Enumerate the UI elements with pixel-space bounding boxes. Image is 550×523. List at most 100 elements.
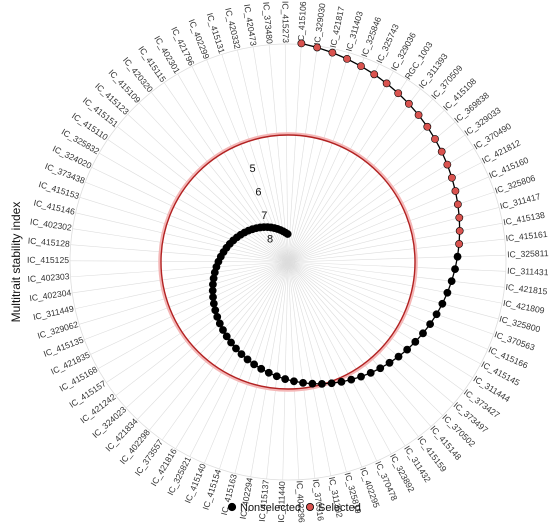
spoke-line: [287, 261, 332, 476]
spoke-line: [284, 44, 289, 263]
spoke-line: [90, 261, 289, 355]
spoke-line: [99, 152, 289, 263]
y-axis-label: Multitrait stability index: [9, 202, 23, 323]
spoke-line: [287, 121, 456, 263]
nonselected-point: [403, 345, 412, 354]
radial-tick-label: 5: [250, 163, 256, 175]
nonselected-point: [447, 277, 456, 286]
spoke-line: [97, 261, 289, 370]
nonselected-point: [453, 252, 462, 261]
spoke-line: [125, 261, 289, 409]
selected-point: [328, 48, 337, 57]
selected-point: [370, 70, 379, 79]
spoke-line: [287, 261, 392, 455]
genotype-label: IC_415137: [257, 479, 271, 522]
spoke-line: [79, 197, 289, 263]
selected-point: [455, 227, 464, 235]
nonselected-point: [394, 352, 403, 361]
selected-point: [394, 89, 403, 98]
spoke-line: [287, 261, 443, 416]
genotype-label: IC_370516: [311, 479, 326, 522]
radial-tick-label: 6: [255, 187, 261, 199]
selected-point: [423, 122, 432, 131]
spoke-line: [287, 261, 488, 350]
nonselected-point: [209, 299, 218, 308]
genotype-label: IC_421815: [505, 282, 548, 297]
nonselected-point: [438, 299, 447, 308]
spoke-line: [287, 261, 406, 447]
spoke-line: [287, 261, 503, 304]
genotype-label: IC_402302: [29, 216, 72, 232]
nonselected-point: [209, 293, 217, 302]
selected-point: [437, 147, 446, 156]
nonselected-point: [385, 358, 394, 367]
nonselected-point: [290, 377, 298, 386]
spoke-line: [70, 261, 289, 278]
spoke-line: [287, 98, 434, 263]
spoke-line: [107, 139, 289, 263]
selected-point: [297, 39, 306, 48]
nonselected-point: [250, 360, 258, 369]
spoke-line: [72, 261, 289, 294]
selected-point: [451, 187, 460, 195]
selected-point: [382, 79, 391, 88]
spoke-line: [70, 260, 289, 263]
nonselected-point: [243, 355, 252, 364]
selected-point: [357, 62, 365, 71]
threshold-circle: [160, 134, 416, 390]
genotype-label: IC_329030: [312, 2, 328, 45]
legend-marker-nonselected: [227, 502, 237, 512]
nonselected-point: [211, 306, 220, 315]
nonselected-point: [318, 379, 326, 388]
spoke-line: [287, 109, 445, 263]
genotype-label: IC_415138: [502, 210, 545, 227]
legend-label-selected: Selected: [318, 502, 361, 514]
genotype-label: IC_402296: [295, 480, 307, 523]
genotype-label: IC_373480: [261, 1, 275, 44]
spoke-line: [151, 92, 289, 263]
genotype-label: IC_311440: [276, 481, 287, 523]
spoke-line: [75, 261, 289, 310]
nonselected-point: [347, 375, 356, 384]
selected-point: [455, 240, 463, 248]
spoke-line: [287, 148, 475, 263]
spoke-line: [149, 261, 289, 431]
spoke-line: [287, 207, 500, 263]
nonselected-point: [432, 310, 441, 319]
nonselected-point: [219, 326, 227, 334]
polar-grid: [69, 43, 507, 481]
spoke-line: [161, 261, 289, 441]
spoke-line: [287, 261, 494, 335]
genotype-label: IC_421817: [328, 5, 347, 48]
genotype-label: IC_311449: [32, 303, 75, 322]
spoke-line: [287, 261, 505, 288]
radial-tick-label: 7: [261, 210, 267, 222]
spoke-line: [91, 167, 289, 263]
nonselected-point: [281, 375, 290, 383]
spoke-line: [75, 212, 289, 263]
genotype-label: IC_415163: [219, 473, 239, 516]
spoke-line: [287, 261, 473, 379]
spoke-line: [287, 71, 394, 263]
genotype-label: IC_415273: [280, 1, 291, 43]
nonselected-point: [272, 372, 281, 381]
spoke-line: [287, 261, 300, 480]
nonselected-point: [213, 312, 222, 321]
spoke-line: [287, 261, 454, 404]
spoke-line: [287, 261, 506, 272]
genotype-label: IC_415106: [296, 1, 309, 44]
nonselected-point: [366, 368, 375, 377]
nonselected-point: [232, 344, 240, 353]
genotype-label: IC_421809: [502, 298, 545, 316]
spoke-line: [127, 114, 289, 263]
spoke-line: [287, 261, 347, 473]
genotype-points: [208, 39, 464, 388]
radial-tick-label: 8: [267, 234, 273, 246]
genotype-label: IC_311431: [507, 266, 549, 278]
spoke-line: [287, 57, 365, 263]
selected-point: [313, 43, 322, 52]
spoke-line: [282, 261, 289, 480]
spoke-line: [287, 45, 318, 263]
threshold-ring-group: [158, 132, 418, 392]
